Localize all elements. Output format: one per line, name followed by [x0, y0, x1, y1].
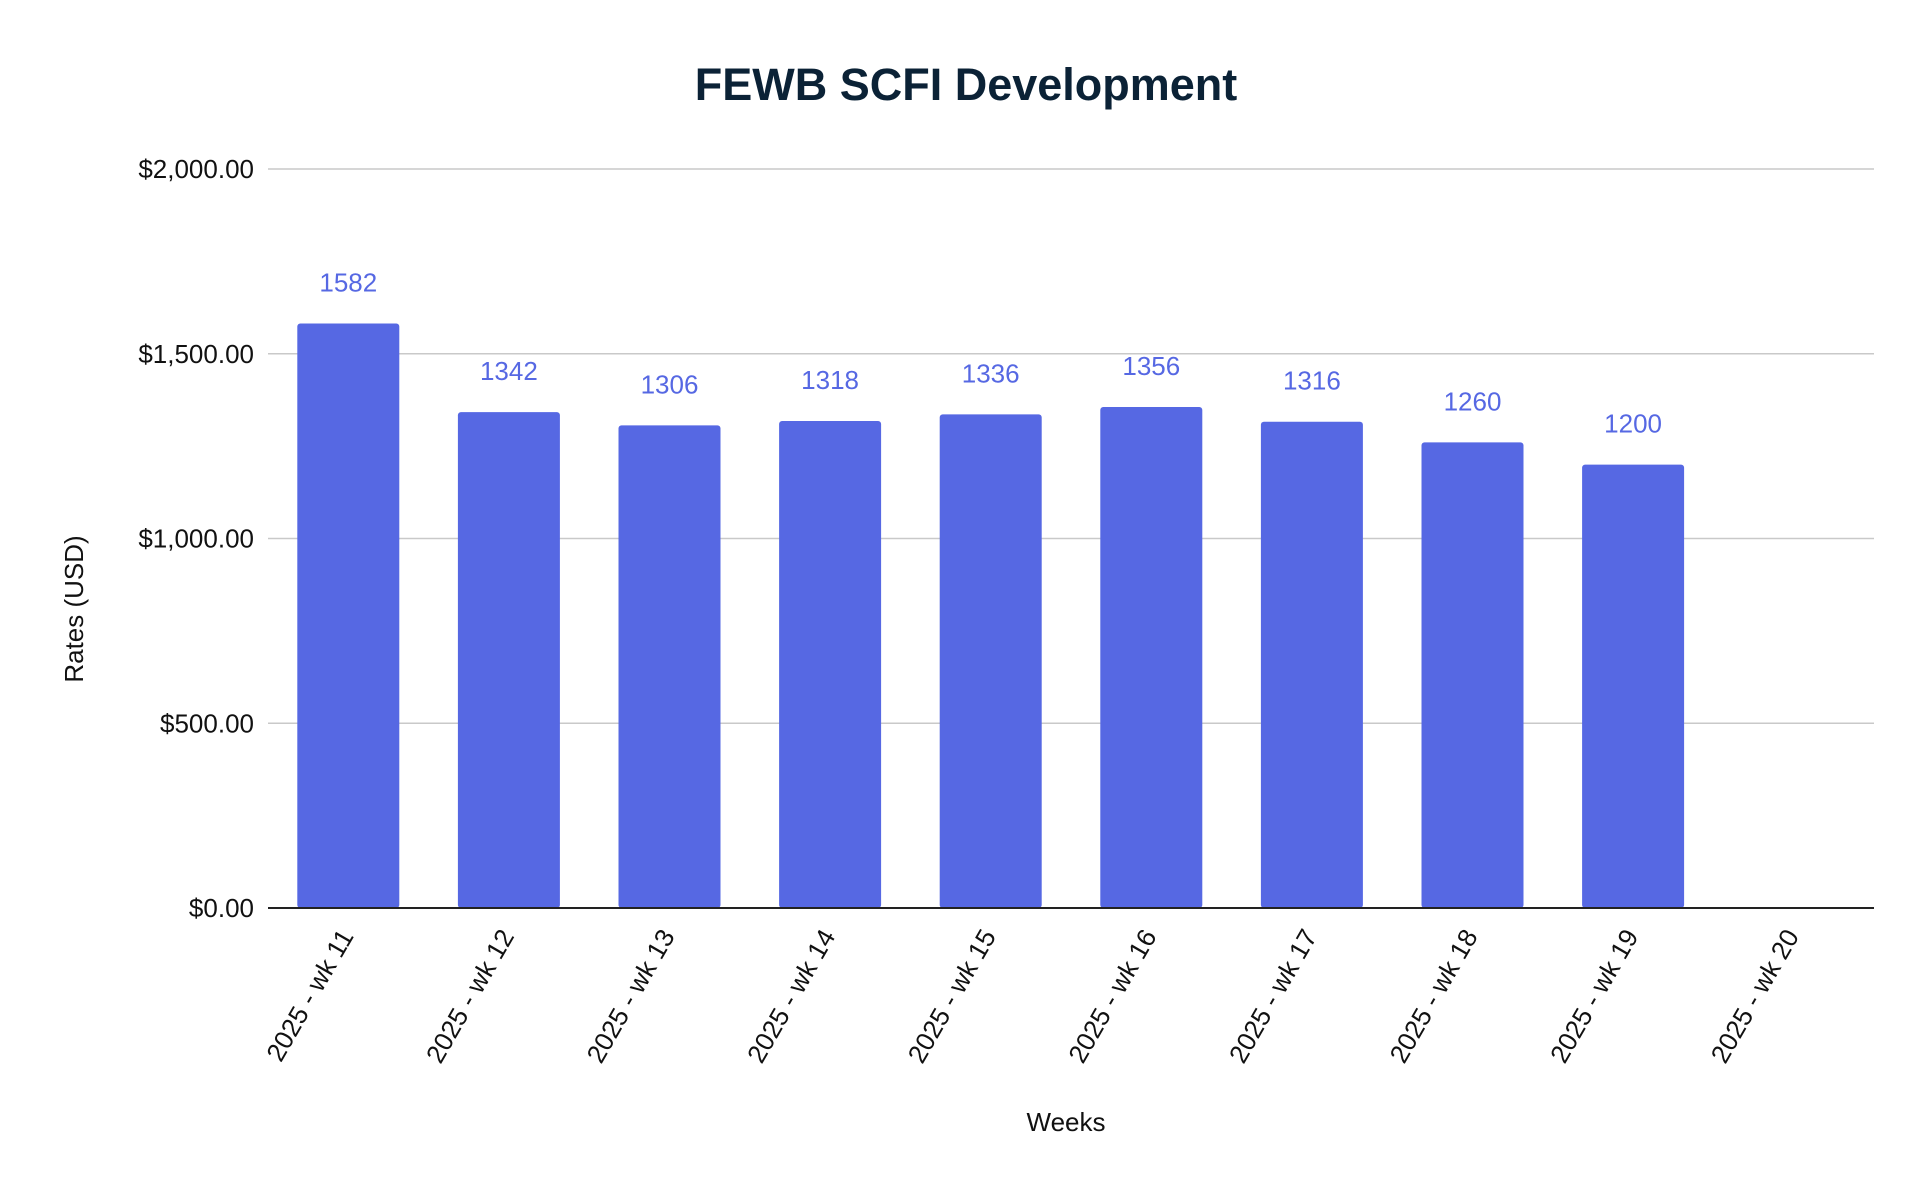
data-label: 1356 — [1122, 351, 1180, 381]
y-tick-label: $1,500.00 — [138, 339, 254, 369]
bar — [297, 323, 400, 908]
y-tick-label: $0.00 — [189, 893, 254, 923]
data-label: 1306 — [641, 369, 699, 399]
data-label: 1582 — [319, 267, 377, 297]
bar — [1260, 421, 1363, 908]
bars — [297, 323, 1685, 908]
y-axis-title: Rates (USD) — [59, 535, 89, 682]
data-label: 1336 — [962, 358, 1020, 388]
x-tick-label: 2025 - wk 19 — [1544, 924, 1644, 1068]
x-tick-label: 2025 - wk 15 — [901, 924, 1001, 1068]
bar — [457, 412, 560, 908]
data-label: 1200 — [1604, 409, 1662, 439]
bar — [1421, 442, 1524, 908]
data-label: 1342 — [480, 356, 538, 386]
bar — [1582, 464, 1685, 908]
x-tick-label: 2025 - wk 12 — [420, 924, 520, 1068]
bar — [618, 425, 721, 908]
data-label: 1316 — [1283, 366, 1341, 396]
x-tick-label: 2025 - wk 11 — [260, 924, 359, 1066]
data-label: 1260 — [1444, 386, 1502, 416]
y-tick-label: $500.00 — [160, 708, 254, 738]
chart-title: FEWB SCFI Development — [695, 59, 1238, 110]
x-tick-label: 2025 - wk 14 — [741, 924, 841, 1068]
data-label: 1318 — [801, 365, 859, 395]
data-labels: 1582 1342 1306 1318 1336 1356 1316 1260 1200 — [319, 267, 1662, 438]
x-tick-label: 2025 - wk 16 — [1062, 924, 1162, 1068]
x-tick-label: 2025 - wk 18 — [1383, 924, 1483, 1068]
x-axis-title: Weeks — [1027, 1107, 1106, 1137]
x-tick-label: 2025 - wk 17 — [1223, 924, 1323, 1068]
bar — [1100, 406, 1203, 908]
x-axis-ticks: 2025 - wk 11 2025 - wk 12 2025 - wk 13 2025… — [260, 924, 1805, 1068]
y-axis-ticks: $0.00 $500.00 $1,000.00 $1,500.00 $2,000.00 — [138, 154, 254, 923]
x-tick-label: 2025 - wk 13 — [580, 924, 680, 1068]
bar — [939, 414, 1042, 908]
y-tick-label: $1,000.00 — [138, 524, 254, 554]
bar — [779, 420, 882, 908]
x-tick-label: 2025 - wk 20 — [1704, 924, 1804, 1068]
y-tick-label: $2,000.00 — [138, 154, 254, 184]
